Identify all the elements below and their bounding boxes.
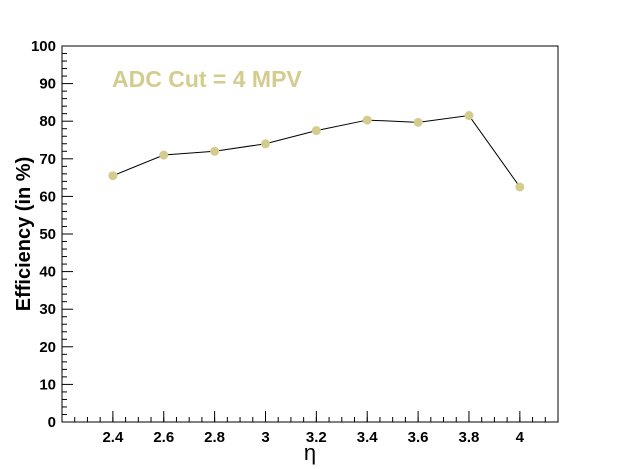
data-point-5 <box>362 115 372 125</box>
x-tick-label-6: 3.6 <box>408 429 429 446</box>
data-point-1 <box>159 150 169 160</box>
x-tick-label-7: 3.8 <box>459 429 480 446</box>
x-axis-ticks: 2.4 2.6 2.8 3 3.2 3.4 3.6 3.8 4 <box>102 411 525 446</box>
y-tick-label-6: 60 <box>39 188 56 205</box>
data-points <box>108 111 525 192</box>
plot-frame <box>61 45 559 423</box>
x-tick-label-3: 3 <box>261 429 269 446</box>
y-tick-label-5: 50 <box>39 226 56 243</box>
x-axis-label: η <box>304 440 316 465</box>
y-tick-label-1: 10 <box>39 376 56 393</box>
y-tick-label-0: 0 <box>48 414 56 431</box>
data-point-6 <box>413 117 423 127</box>
y-tick-label-8: 80 <box>39 113 56 130</box>
x-tick-label-5: 3.4 <box>357 429 379 446</box>
y-tick-label-7: 70 <box>39 151 56 168</box>
data-point-3 <box>260 139 270 149</box>
data-point-0 <box>108 171 118 181</box>
y-tick-label-4: 40 <box>39 264 56 281</box>
x-tick-label-2: 2.8 <box>204 429 225 446</box>
data-point-4 <box>311 126 321 136</box>
y-tick-label-2: 20 <box>39 339 56 356</box>
x-tick-label-0: 2.4 <box>102 429 124 446</box>
y-axis-ticks: 0 10 20 30 40 50 60 70 80 90 100 <box>31 38 73 431</box>
y-tick-label-10: 100 <box>31 38 56 55</box>
x-tick-label-4: 3.2 <box>306 429 327 446</box>
data-point-8 <box>515 182 525 192</box>
x-tick-label-1: 2.6 <box>153 429 174 446</box>
data-point-2 <box>210 146 220 156</box>
y-axis-label: Efficiency (in %) <box>13 157 35 311</box>
data-point-7 <box>464 111 474 121</box>
minor-ticks <box>62 53 559 422</box>
x-tick-label-8: 4 <box>516 429 525 446</box>
y-tick-label-3: 30 <box>39 301 56 318</box>
y-tick-label-9: 90 <box>39 76 56 93</box>
annotation-label: ADC Cut = 4 MPV <box>112 66 302 92</box>
